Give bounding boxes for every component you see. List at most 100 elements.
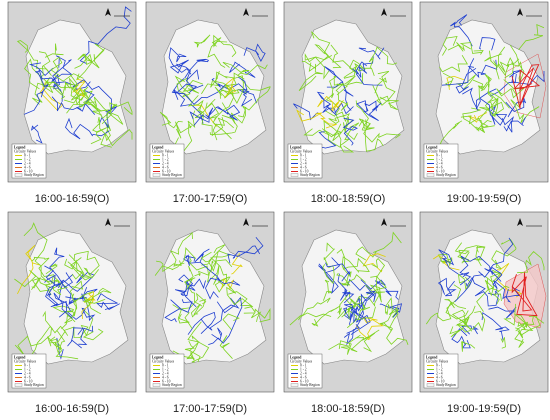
route-line bbox=[206, 244, 226, 285]
route-line bbox=[222, 61, 268, 77]
route-line bbox=[175, 110, 196, 139]
route-line bbox=[318, 93, 337, 116]
route-line bbox=[504, 57, 520, 79]
legend-label: 6 - 10 bbox=[162, 379, 171, 383]
study-region bbox=[435, 19, 541, 155]
route-line bbox=[17, 245, 41, 295]
route-line bbox=[24, 58, 44, 90]
route-line bbox=[205, 104, 241, 121]
route-line bbox=[372, 85, 399, 111]
route-line bbox=[325, 262, 351, 282]
legend-region-label: Study Region bbox=[162, 383, 182, 387]
legend-box bbox=[287, 143, 323, 179]
route-line bbox=[328, 334, 361, 351]
route-line bbox=[381, 297, 393, 325]
legend-subtitle: Circuity Values bbox=[290, 359, 313, 363]
legend-label: 1 - 2 bbox=[162, 157, 169, 161]
route-line bbox=[200, 297, 240, 331]
study-region bbox=[161, 229, 267, 365]
legend-box bbox=[11, 143, 47, 179]
route-line bbox=[14, 270, 52, 289]
route-line bbox=[344, 290, 377, 318]
route-line bbox=[378, 322, 409, 345]
route-line bbox=[341, 298, 376, 320]
route-line bbox=[441, 58, 475, 86]
route-line bbox=[356, 100, 377, 113]
route-line bbox=[487, 91, 510, 109]
legend-label: 6 - 10 bbox=[436, 169, 445, 173]
route-line bbox=[219, 335, 233, 359]
route-line bbox=[343, 324, 360, 346]
legend-label: 1 - 2 bbox=[24, 367, 31, 371]
route-line bbox=[461, 305, 486, 332]
route-line bbox=[363, 102, 382, 121]
route-line bbox=[23, 90, 44, 115]
legend-region-swatch bbox=[152, 383, 161, 387]
route-line bbox=[490, 285, 510, 294]
route-line bbox=[184, 340, 201, 363]
route-line bbox=[232, 236, 264, 259]
legend-title: Legend bbox=[426, 355, 437, 359]
route-line bbox=[64, 74, 79, 92]
legend-label: 4 - 6 bbox=[24, 165, 31, 169]
route-line bbox=[67, 261, 100, 279]
legend-box bbox=[11, 353, 47, 389]
route-line bbox=[346, 278, 366, 291]
route-line bbox=[213, 34, 237, 58]
route-line bbox=[308, 44, 329, 72]
route-line bbox=[296, 109, 337, 129]
route-line bbox=[362, 253, 386, 273]
route-line bbox=[444, 299, 469, 320]
legend-region-swatch bbox=[290, 383, 299, 387]
route-line bbox=[184, 58, 209, 79]
legend-label: 2 - 4 bbox=[24, 371, 31, 375]
route-line bbox=[154, 247, 196, 276]
route-line bbox=[451, 328, 471, 349]
route-line bbox=[502, 116, 515, 133]
north-arrow bbox=[381, 8, 387, 16]
route-line bbox=[169, 231, 193, 267]
legend-label: 0 - 1 bbox=[162, 363, 169, 367]
route-line bbox=[184, 277, 196, 290]
route-line bbox=[31, 256, 55, 277]
route-line bbox=[380, 307, 399, 329]
route-line bbox=[324, 84, 341, 117]
route-line bbox=[51, 55, 73, 88]
route-line bbox=[461, 341, 476, 352]
route-line bbox=[187, 311, 216, 335]
study-region bbox=[23, 229, 129, 365]
panel-caption: 19:00-19:59(D) bbox=[447, 403, 521, 415]
legend-label: 2 - 4 bbox=[24, 161, 31, 165]
route-line bbox=[432, 255, 460, 271]
legend-title: Legend bbox=[426, 145, 437, 149]
route-line bbox=[159, 111, 183, 129]
route-line bbox=[184, 265, 203, 307]
route-line bbox=[377, 70, 396, 102]
route-line bbox=[503, 117, 526, 132]
north-arrow bbox=[105, 8, 111, 16]
route-line bbox=[509, 69, 545, 85]
legend-label: 4 - 6 bbox=[162, 375, 169, 379]
panel-caption: 18:00-18:59(O) bbox=[311, 193, 386, 205]
route-line bbox=[311, 31, 342, 69]
panel-caption: 17:00-17:59(D) bbox=[173, 403, 247, 415]
route-line bbox=[229, 61, 256, 78]
route-line bbox=[515, 315, 541, 339]
legend-region-label: Study Region bbox=[436, 173, 456, 177]
route-line bbox=[517, 251, 545, 274]
route-line bbox=[201, 71, 228, 95]
route-line bbox=[35, 69, 60, 94]
north-arrow bbox=[243, 218, 249, 226]
north-arrow bbox=[243, 8, 249, 16]
route-line bbox=[475, 245, 486, 267]
legend-label: 2 - 4 bbox=[436, 161, 443, 165]
route-line bbox=[467, 59, 498, 79]
route-line bbox=[193, 34, 211, 48]
route-line bbox=[210, 260, 214, 273]
route-line bbox=[465, 276, 499, 307]
legend-label: 4 - 6 bbox=[300, 165, 307, 169]
route-line bbox=[65, 286, 88, 304]
route-line bbox=[476, 279, 494, 312]
route-line bbox=[231, 253, 243, 275]
